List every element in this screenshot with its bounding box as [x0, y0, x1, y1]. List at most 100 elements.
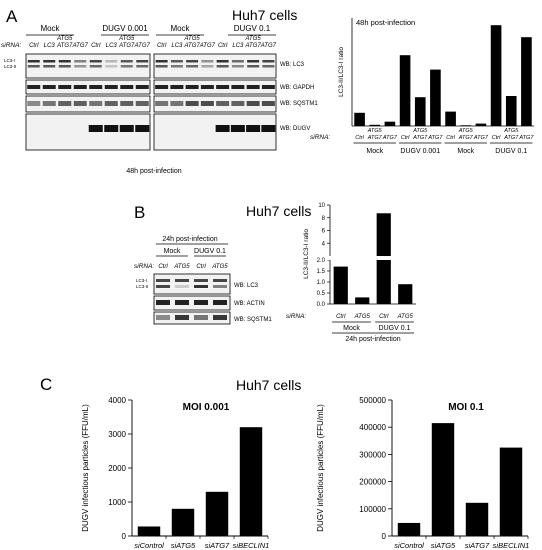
chart-title: MOI 0.1 [448, 402, 484, 413]
blot-band [246, 125, 261, 132]
blot-band [216, 65, 229, 68]
blot-band [231, 60, 244, 63]
bar [505, 96, 517, 126]
blot-strip [153, 295, 231, 311]
blot-lane-label: ATG5 [184, 36, 201, 42]
blot-band [42, 101, 56, 106]
band-marker-label: LC3-II [4, 64, 16, 69]
blot-band [135, 85, 149, 89]
sirna-label: siRNA: [310, 134, 330, 141]
y-axis-label: DUGV infectious particles (FFU/mL) [316, 404, 325, 532]
bar [354, 112, 365, 126]
x-tick-label: Ctrl [379, 314, 389, 320]
blot-band [201, 65, 214, 68]
blot-lane-label: ATG7 [72, 43, 89, 49]
x-tick-label: siControl [394, 541, 424, 550]
blot-band [175, 300, 189, 305]
blot-lane-label: ATG5 [56, 36, 73, 42]
blot-band [74, 65, 87, 68]
x-tick-label: ATG7 [473, 135, 489, 141]
blot-row-label: WB: GAPDH [280, 85, 314, 91]
blot-band [216, 60, 229, 63]
blot-band [120, 60, 133, 63]
blot-lane-label: LC3 [106, 43, 118, 49]
blot-band [89, 65, 102, 68]
bar [490, 25, 502, 127]
x-tick-label: ATG7 [427, 135, 443, 141]
bar [355, 297, 370, 304]
bar [460, 125, 472, 126]
panel-c-letter: C [40, 375, 52, 394]
blot-band [105, 60, 118, 63]
bar [137, 526, 161, 536]
band-marker-label: LC3-I [136, 278, 147, 283]
blot-band [74, 60, 87, 63]
blot-band [120, 101, 134, 106]
blot-band [200, 85, 214, 89]
blot-band [170, 60, 183, 63]
blot-band [135, 125, 150, 132]
blot-band [58, 65, 71, 68]
blot-band [58, 85, 72, 89]
blot-row-label: WB: SQSTM1 [234, 317, 272, 323]
blot-band [155, 101, 169, 106]
blot-band [58, 60, 71, 63]
y-tick-label: 200000 [359, 478, 386, 487]
blot-band [43, 60, 56, 63]
blot-group-header: DUGV 0.001 [102, 24, 148, 33]
blot-lane-label: Ctrl [29, 43, 39, 49]
x-tick-label: siATG5 [171, 541, 196, 550]
bar [171, 508, 195, 536]
blot-band [73, 85, 87, 89]
blot-band [185, 85, 199, 89]
bar [399, 55, 411, 127]
blot-band [120, 65, 133, 68]
blot-band [27, 60, 40, 63]
blot-lane-label: ATG7 [134, 43, 151, 49]
x-tick-label: Ctrl [401, 135, 410, 141]
x-tick-label: ATG7 [518, 135, 534, 141]
group-label: Mock [457, 148, 474, 155]
y-axis-label: DUGV infectious particles (FFU/mL) [81, 404, 90, 532]
blot-strip [25, 79, 151, 95]
blot-band [231, 101, 245, 106]
blot-band [185, 101, 199, 106]
y-tick-label: 2.0 [317, 258, 326, 264]
bar [431, 423, 455, 536]
blot-strip [25, 95, 151, 113]
blot-band [194, 315, 208, 320]
blot-band [105, 65, 118, 68]
bar [205, 491, 229, 536]
y-tick-label: 1000 [108, 498, 126, 507]
blot-group-header: Mock [164, 248, 181, 255]
sirna-label: siRNA: [1, 42, 21, 49]
blot-band [136, 65, 149, 68]
blot-band [170, 101, 184, 106]
y-tick-label: 6 [322, 229, 326, 235]
x-tick-label: siBECLIN1 [493, 541, 530, 550]
blot-band [262, 65, 275, 68]
blot-band [43, 65, 56, 68]
y-tick-label: 1.5 [317, 269, 326, 275]
blot-row-label: WB: SQSTM1 [280, 101, 318, 107]
y-tick-label: 3000 [108, 430, 126, 439]
blot-band [213, 300, 227, 305]
x-tick-label: ATG5 [397, 314, 414, 320]
y-tick-label: 4000 [108, 396, 126, 405]
blot-strip [153, 273, 231, 295]
panel-c-moi-0001-chart: 0 1000 2000 3000 4000 MOI 0.001 DUGV infectiou… [81, 396, 269, 550]
blot-band [136, 60, 149, 63]
y-tick-label: 2000 [108, 464, 126, 473]
blot-lane-label: ATG7 [245, 43, 262, 49]
group-label: Mock [343, 325, 360, 332]
x-tick-label: Ctrl [336, 314, 346, 320]
blot-band [27, 101, 41, 106]
bar [430, 69, 441, 126]
bar [499, 447, 523, 536]
group-label: DUGV 0.001 [400, 148, 440, 155]
bar [445, 111, 456, 126]
y-tick-label: 100000 [359, 505, 386, 514]
panel-a-ratio-chart: 48h post-infection LC3-II/LC3-I ratio siRN… [310, 18, 534, 155]
blot-band [42, 85, 56, 89]
